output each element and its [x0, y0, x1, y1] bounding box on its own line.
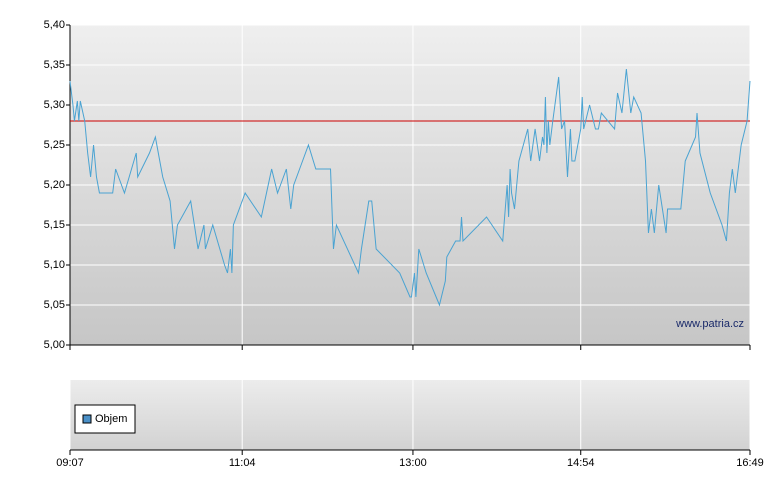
y-tick-label: 5,15: [44, 219, 65, 231]
y-tick-label: 5,20: [44, 179, 65, 191]
legend-label: Objem: [95, 413, 127, 425]
x-tick-label: 14:54: [567, 457, 595, 469]
y-tick-label: 5,40: [44, 19, 65, 31]
y-tick-label: 5,25: [44, 139, 65, 151]
price-line: [69, 68, 751, 307]
y-tick-label: 5,30: [44, 99, 65, 111]
volume-plot-area: [70, 380, 750, 450]
watermark: www.patria.cz: [675, 318, 744, 330]
legend-swatch: [82, 414, 92, 424]
x-tick-label: 11:04: [229, 457, 256, 469]
x-tick-label: 16:49: [736, 457, 764, 469]
y-tick-label: 5,35: [44, 59, 65, 71]
y-tick-label: 5,05: [44, 299, 65, 311]
x-tick-label: 13:00: [399, 457, 427, 469]
y-tick-label: 5,00: [44, 339, 65, 351]
x-tick-label: 09:07: [56, 457, 84, 469]
y-tick-label: 5,10: [44, 259, 65, 271]
